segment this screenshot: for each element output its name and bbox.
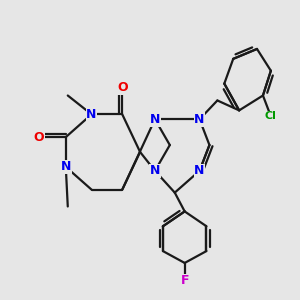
Text: N: N bbox=[194, 164, 205, 177]
Text: N: N bbox=[150, 113, 160, 126]
Text: Cl: Cl bbox=[265, 111, 277, 121]
Text: N: N bbox=[150, 164, 160, 177]
Text: N: N bbox=[86, 108, 97, 121]
Text: F: F bbox=[180, 274, 189, 287]
Text: N: N bbox=[61, 160, 71, 173]
Text: O: O bbox=[34, 130, 44, 144]
Text: O: O bbox=[117, 81, 128, 94]
Text: N: N bbox=[194, 113, 205, 126]
